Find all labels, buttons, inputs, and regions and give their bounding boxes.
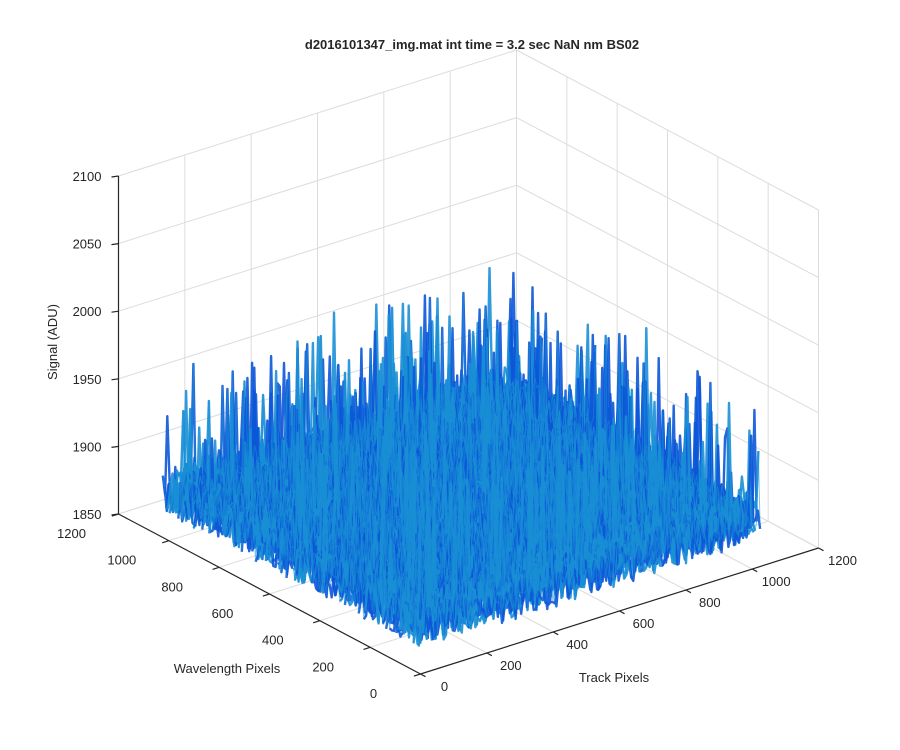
surface-line xyxy=(223,381,483,622)
x-tick-mark xyxy=(486,652,493,657)
y-tick-mark xyxy=(111,513,119,517)
y-tick-mark xyxy=(262,593,270,597)
axes xyxy=(111,175,824,678)
z-tick-label: 2100 xyxy=(73,169,102,184)
grid-line xyxy=(516,49,819,211)
surface-line xyxy=(162,469,421,647)
y-tick-mark xyxy=(363,646,371,651)
grid-line xyxy=(516,252,819,414)
grid-line xyxy=(118,184,517,312)
x-axis-label: Track Pixels xyxy=(579,670,650,685)
x-tick-label: 0 xyxy=(441,679,448,694)
z-tick-label: 2000 xyxy=(73,304,102,319)
grid-line xyxy=(118,49,517,177)
x-tick-mark xyxy=(818,547,824,552)
z-tick-mark xyxy=(111,175,119,178)
z-tick-label: 1850 xyxy=(73,507,102,522)
surface-line xyxy=(271,351,530,611)
x-tick-mark xyxy=(751,568,758,573)
x-tick-label: 400 xyxy=(566,637,588,652)
z-tick-mark xyxy=(111,378,119,381)
z-tick-mark xyxy=(111,310,119,313)
surface-line xyxy=(189,363,449,636)
y-tick-label: 400 xyxy=(262,633,284,648)
y-tick-label: 1200 xyxy=(57,526,86,541)
tick-labels: 1850190019502000205021000200400600800100… xyxy=(57,169,857,701)
y-tick-mark xyxy=(413,673,421,677)
x-tick-mark xyxy=(420,673,426,678)
z-tick-label: 1950 xyxy=(73,372,102,387)
surface xyxy=(161,266,762,647)
y-tick-mark xyxy=(162,540,170,544)
y-tick-label: 600 xyxy=(212,606,234,621)
y-tick-label: 0 xyxy=(370,686,377,701)
grid-line xyxy=(516,117,819,279)
y-tick-label: 1000 xyxy=(107,553,136,568)
z-tick-label: 1900 xyxy=(73,439,102,454)
y-tick-label: 800 xyxy=(161,579,183,594)
x-tick-mark xyxy=(619,610,625,615)
grid-line xyxy=(118,117,517,245)
y-axis-label: Wavelength Pixels xyxy=(174,661,281,676)
z-tick-mark xyxy=(111,243,119,246)
x-tick-label: 1000 xyxy=(762,574,791,589)
x-tick-label: 600 xyxy=(633,616,655,631)
y-tick-mark xyxy=(212,566,220,571)
y-tick-mark xyxy=(313,620,321,624)
surface-line xyxy=(169,409,428,643)
x-tick-mark xyxy=(552,631,559,636)
x-tick-mark xyxy=(685,589,692,594)
x-tick-label: 1200 xyxy=(828,553,857,568)
x-tick-label: 200 xyxy=(500,658,522,673)
chart-title: d2016101347_img.mat int time = 3.2 sec N… xyxy=(305,37,639,52)
grid-line xyxy=(516,319,819,481)
y-tick-label: 200 xyxy=(312,659,334,674)
z-tick-label: 2050 xyxy=(73,237,102,252)
grid-line xyxy=(516,184,819,346)
z-tick-mark xyxy=(111,445,119,448)
grid-line xyxy=(118,252,517,380)
surface-line xyxy=(325,402,584,589)
z-axis-label: Signal (ADU) xyxy=(45,304,60,380)
x-tick-label: 800 xyxy=(699,595,721,610)
